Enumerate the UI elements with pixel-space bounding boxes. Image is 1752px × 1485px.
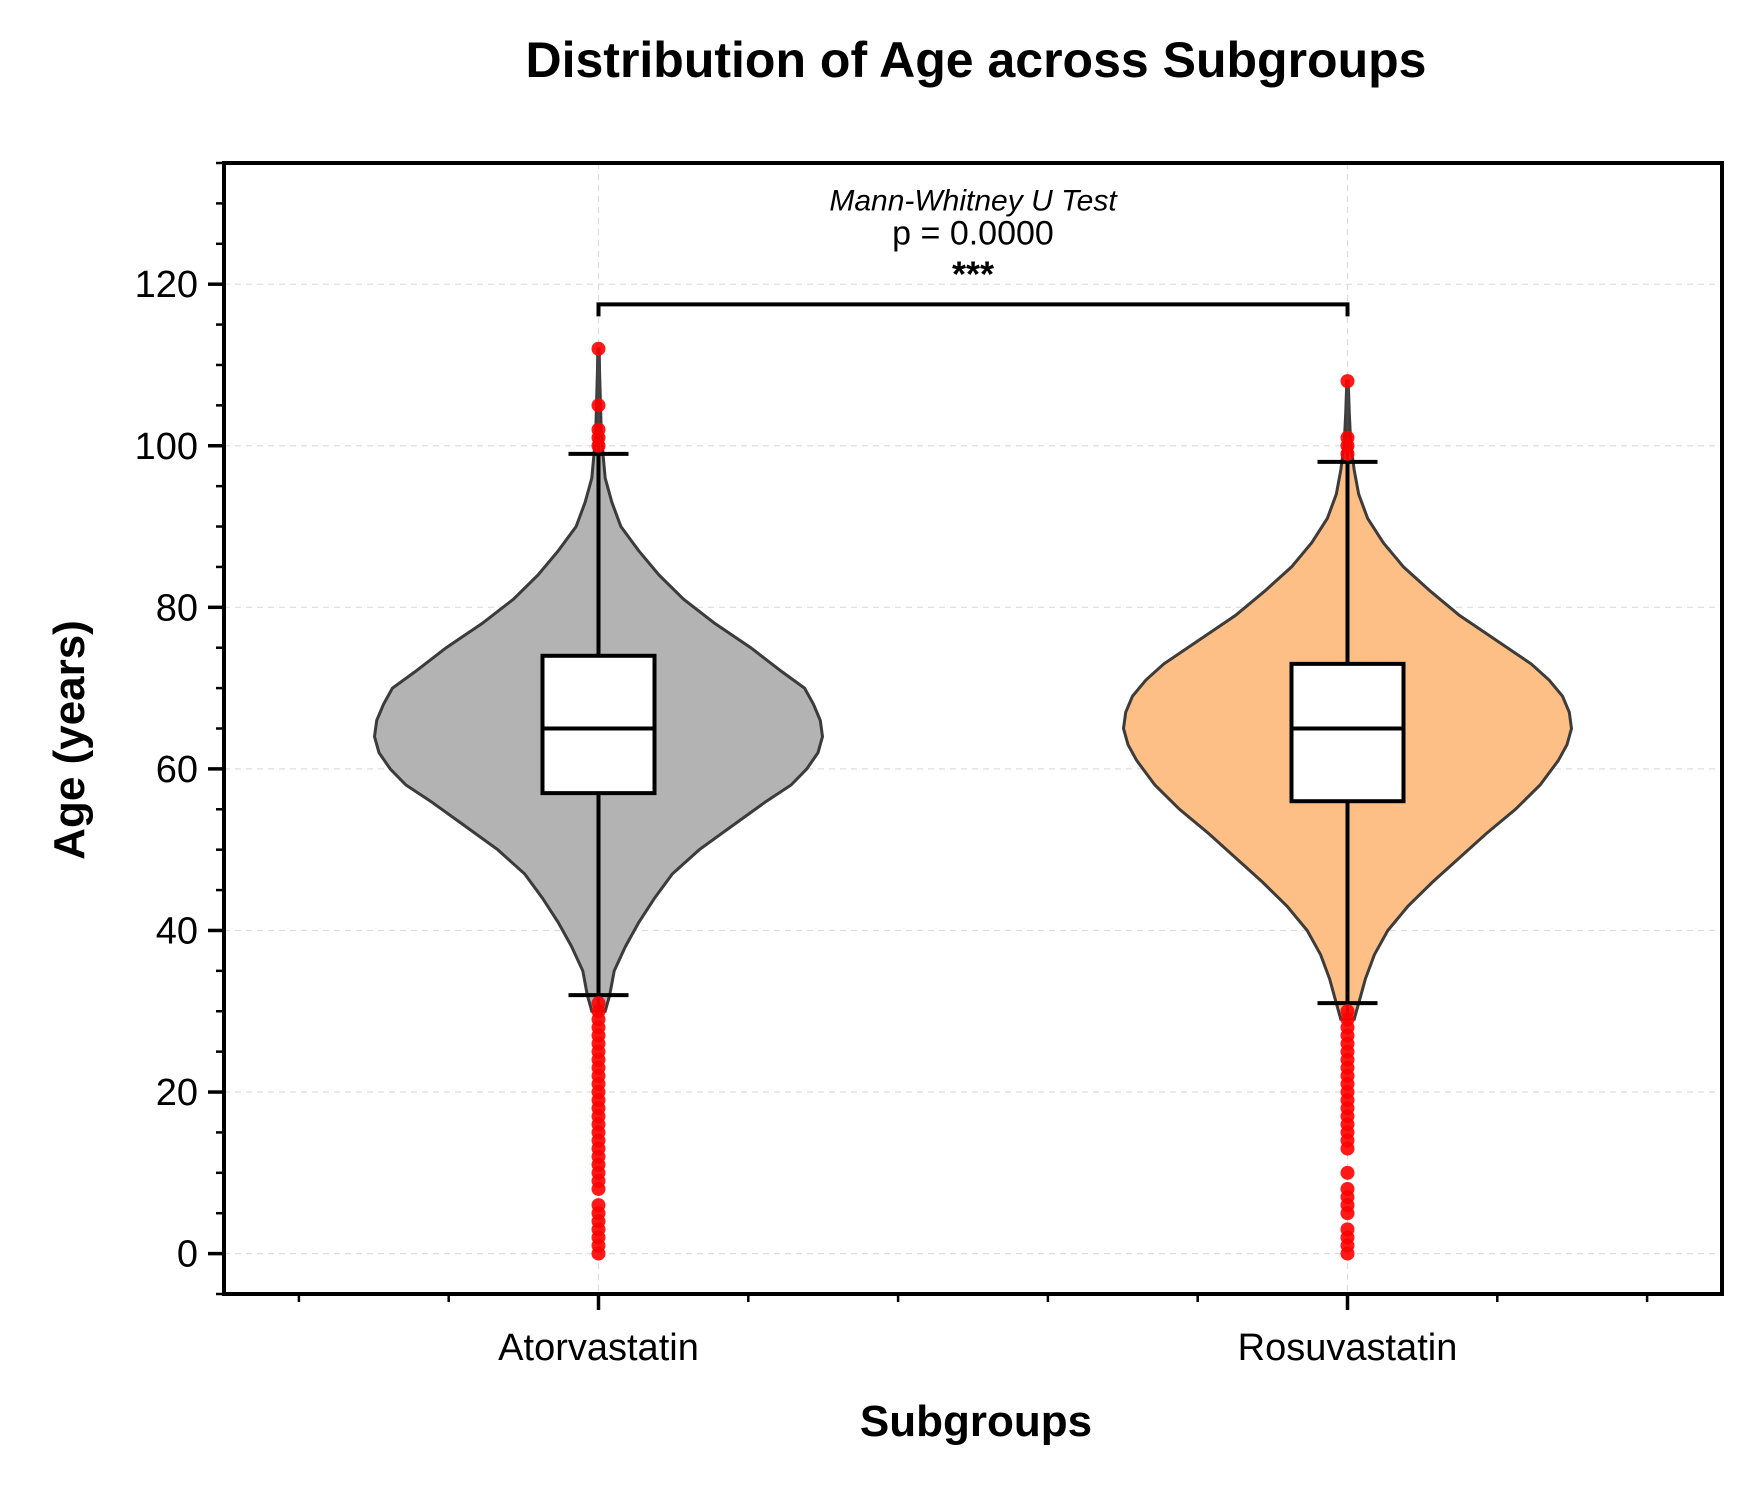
box-iqr	[540, 653, 657, 796]
x-axis-label: Subgroups	[860, 1397, 1092, 1446]
outlier-point	[591, 996, 606, 1011]
x-tick-label: Rosuvastatin	[1238, 1327, 1458, 1369]
y-tick-label: 120	[135, 264, 198, 306]
outlier-point	[591, 1198, 606, 1213]
chart-title: Distribution of Age across Subgroups	[526, 32, 1427, 88]
outlier-point	[591, 341, 606, 356]
p-value-label: p = 0.0000	[892, 214, 1054, 252]
x-tick-label: Atorvastatin	[498, 1327, 699, 1369]
outlier-point	[591, 398, 606, 413]
test-name-label: Mann-Whitney U Test	[829, 184, 1118, 217]
significance-bracket	[596, 302, 1350, 317]
outlier-point	[1340, 1004, 1355, 1019]
outlier-point	[1340, 1165, 1355, 1180]
y-tick-label: 80	[156, 587, 198, 629]
y-axis-label: Age (years)	[45, 620, 94, 860]
outlier-point	[1340, 430, 1355, 445]
outlier-point	[591, 422, 606, 437]
outlier-point	[1340, 1181, 1355, 1196]
y-tick-label: 0	[177, 1234, 198, 1276]
box-iqr	[1289, 661, 1406, 804]
significance-stars: ***	[952, 253, 994, 294]
y-tick-label: 20	[156, 1072, 198, 1114]
y-tick-label: 60	[156, 749, 198, 791]
outlier-point	[1340, 1222, 1355, 1237]
y-tick-label: 40	[156, 910, 198, 952]
y-tick-label: 100	[135, 426, 198, 468]
outlier-point	[1340, 374, 1355, 389]
